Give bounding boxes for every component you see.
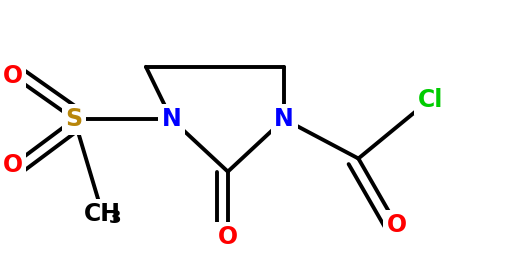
Text: CH: CH: [84, 201, 121, 226]
Text: N: N: [162, 107, 181, 131]
Text: Cl: Cl: [417, 88, 443, 112]
Text: N: N: [274, 107, 294, 131]
Text: 3: 3: [109, 209, 122, 227]
Text: O: O: [218, 225, 238, 249]
Text: O: O: [3, 64, 23, 88]
Text: S: S: [66, 107, 83, 131]
Text: O: O: [387, 213, 407, 237]
Text: O: O: [3, 153, 23, 177]
